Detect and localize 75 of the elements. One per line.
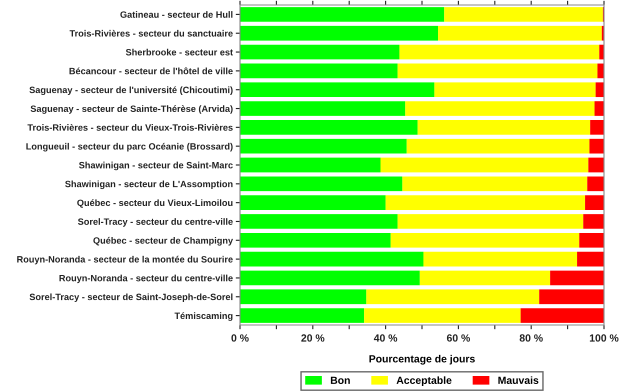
bar [590, 120, 604, 135]
x-tick-label: 80 % [520, 334, 543, 342]
bar [418, 120, 590, 135]
y-tick-label: Saguenay - secteur de l'université (Chicoutimi) [29, 86, 233, 96]
bar [240, 64, 398, 78]
bar [240, 101, 406, 116]
legend-label: Bon [330, 376, 350, 384]
y-tick-label: Shawinigan - secteur de L'Assomption [65, 180, 232, 190]
y-tick-label: Trois-Rivières - secteur du Vieux-Trois-Rivières [28, 124, 233, 131]
bar [597, 64, 604, 78]
y-tick-label: Trois-Rivières - secteur du sanctuaire [70, 30, 233, 37]
bar [434, 82, 596, 98]
bar [240, 7, 444, 22]
bar [594, 101, 604, 116]
bar [386, 195, 586, 210]
y-tick-label: Longueuil - secteur du parc Océanie (Brossard) [26, 142, 233, 152]
bar [596, 82, 604, 98]
bar [577, 252, 604, 266]
bar [240, 270, 420, 286]
y-tick-label: Témiscaming [174, 312, 232, 321]
x-axis-title: Pourcentage de jours [369, 354, 475, 365]
bar [539, 289, 604, 304]
bar [240, 120, 418, 135]
bar [588, 158, 604, 172]
legend-label: Mauvais [498, 376, 538, 384]
bar [240, 176, 402, 192]
y-tick-label: Rouyn-Noranda - secteur de la montée du Sourire [17, 256, 233, 264]
bar [240, 195, 386, 210]
x-tick-label: 40 % [374, 334, 398, 342]
y-tick-label: Sorel-Tracy - secteur du centre-ville [78, 218, 233, 227]
bar [366, 289, 540, 304]
bar [583, 214, 604, 229]
bar [520, 308, 604, 323]
bar [240, 252, 424, 266]
bar [390, 232, 580, 248]
bar [240, 138, 407, 154]
bar [438, 26, 602, 41]
bar [380, 158, 588, 172]
bar [406, 138, 590, 154]
bar [364, 308, 521, 323]
y-tick-label: Gatineau - secteur de Hull [120, 11, 232, 18]
y-tick-label: Saguenay - secteur de Sainte-Thérèse (Arvida) [30, 105, 233, 114]
x-tick-label: 100 % [590, 334, 618, 342]
bar [589, 138, 604, 154]
bar [240, 232, 391, 248]
x-tick-label: 20 % [301, 334, 324, 342]
bar [240, 44, 400, 60]
y-tick-label: Rouyn-Noranda - secteur du centre-ville [59, 274, 233, 284]
bar [398, 214, 584, 229]
bar [240, 26, 438, 41]
y-tick-label: Sorel-Tracy - secteur de Saint-Joseph-de-Sorel [30, 293, 232, 302]
x-tick-label: 0 % [231, 334, 249, 342]
bar [423, 252, 578, 266]
bar [587, 176, 604, 192]
bar [399, 44, 600, 60]
x-tick-label: 60 % [446, 334, 470, 342]
bar [579, 232, 604, 248]
y-tick-label: Bécancour - secteur de l'hôtel de ville [70, 67, 233, 74]
bar [405, 101, 595, 116]
y-tick-label: Shawinigan - secteur de Saint-Marc [78, 162, 233, 170]
bar [420, 270, 550, 286]
bar [240, 289, 366, 304]
y-tick-label: Sherbrooke - secteur est [126, 48, 233, 56]
bar [240, 158, 381, 172]
bar [240, 82, 434, 98]
legend-label: Acceptable [396, 376, 452, 386]
bar [585, 195, 604, 210]
bar [402, 176, 588, 192]
bar [550, 270, 604, 286]
bar [240, 308, 364, 323]
bar [444, 7, 603, 22]
bar [240, 214, 398, 229]
y-tick-label: Québec - secteur du Vieux-Limoilou [77, 199, 232, 208]
bar [398, 64, 598, 78]
y-tick-label: Québec - secteur de Champigny [93, 236, 234, 246]
